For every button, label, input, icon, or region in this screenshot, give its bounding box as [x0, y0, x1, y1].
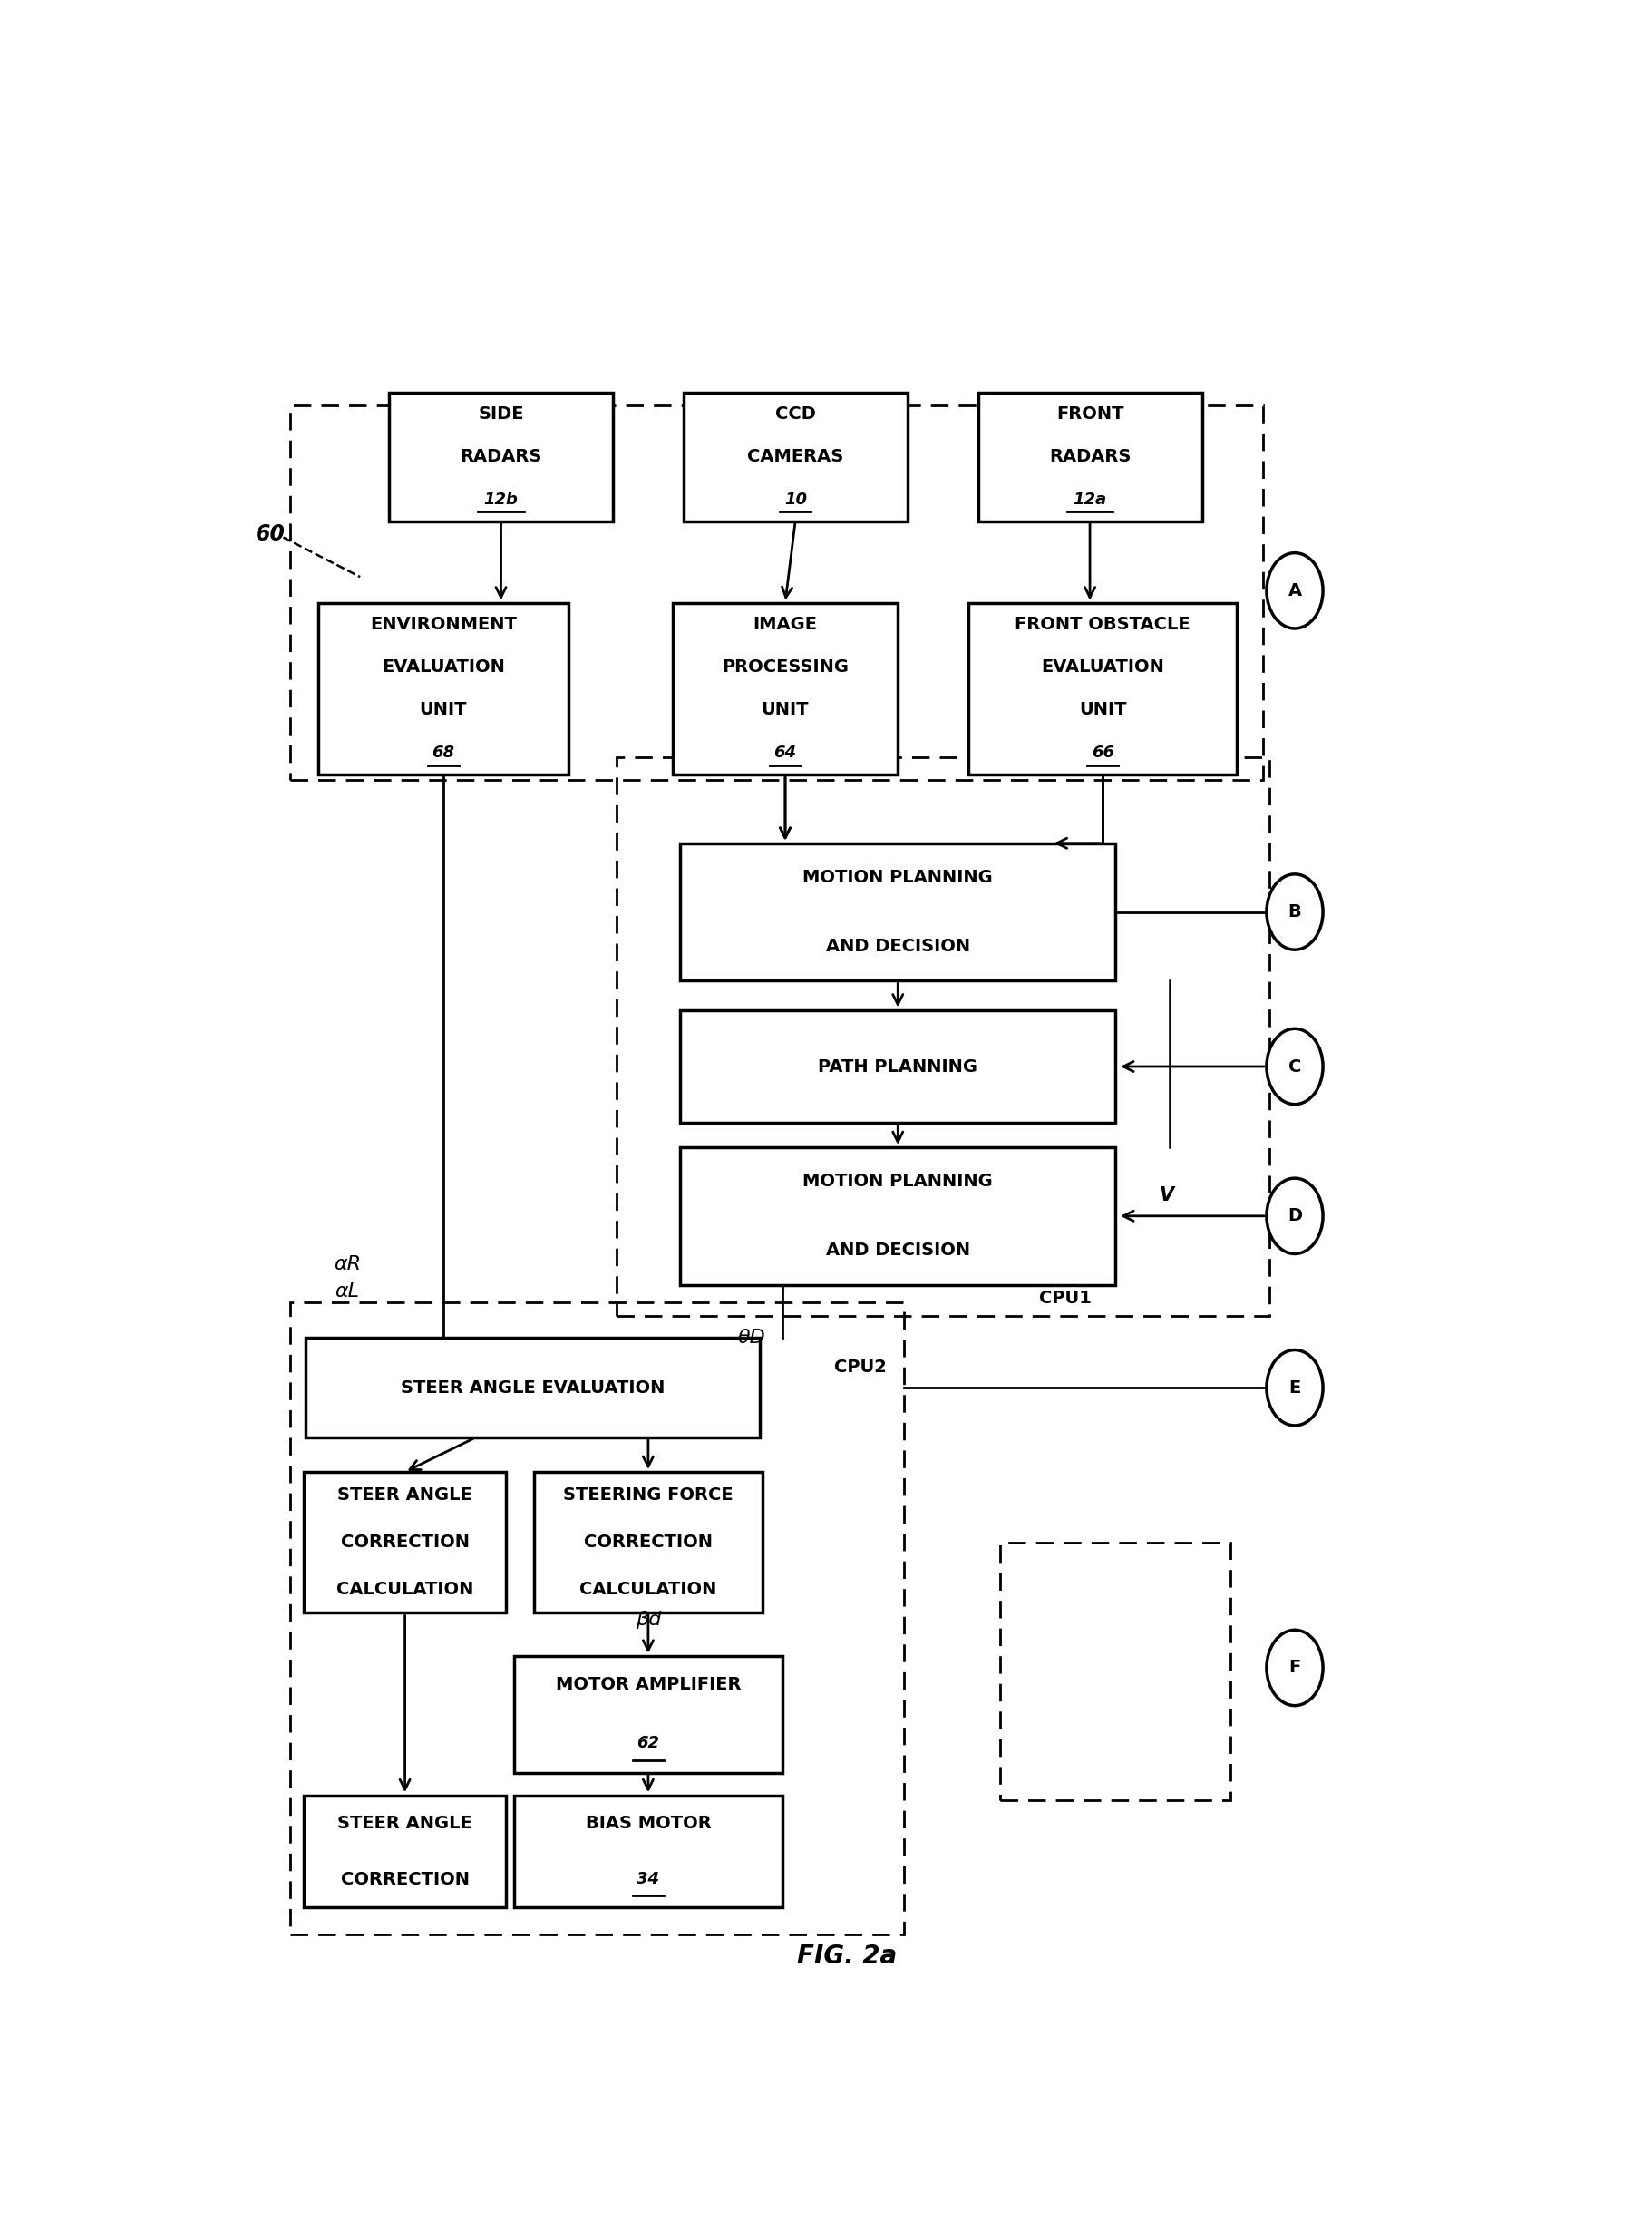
FancyBboxPatch shape: [681, 843, 1115, 982]
Text: UNIT: UNIT: [762, 701, 809, 718]
Text: A: A: [1289, 582, 1302, 600]
Text: MOTION PLANNING: MOTION PLANNING: [803, 1174, 993, 1191]
Circle shape: [1267, 1028, 1323, 1104]
Text: STEERING FORCE: STEERING FORCE: [563, 1486, 733, 1504]
Text: CORRECTION: CORRECTION: [340, 1872, 469, 1887]
Text: IMAGE: IMAGE: [753, 616, 818, 634]
Text: ENVIRONMENT: ENVIRONMENT: [370, 616, 517, 634]
Text: 12a: 12a: [1074, 491, 1107, 509]
Text: MOTOR AMPLIFIER: MOTOR AMPLIFIER: [555, 1675, 740, 1693]
FancyBboxPatch shape: [978, 393, 1203, 522]
FancyBboxPatch shape: [968, 602, 1237, 774]
Text: FIG. 2a: FIG. 2a: [796, 1943, 897, 1970]
FancyBboxPatch shape: [388, 393, 613, 522]
Text: FRONT OBSTACLE: FRONT OBSTACLE: [1014, 616, 1191, 634]
Text: 12b: 12b: [484, 491, 519, 509]
Circle shape: [1267, 1631, 1323, 1704]
Text: EVALUATION: EVALUATION: [382, 658, 506, 676]
Text: C: C: [1289, 1057, 1302, 1075]
Text: 66: 66: [1092, 745, 1113, 761]
Text: STEER ANGLE: STEER ANGLE: [337, 1816, 472, 1832]
FancyBboxPatch shape: [681, 1011, 1115, 1122]
Circle shape: [1267, 875, 1323, 950]
Circle shape: [1267, 1178, 1323, 1254]
Text: αR: αR: [334, 1256, 362, 1274]
Text: αL: αL: [335, 1283, 360, 1301]
Text: CPU1: CPU1: [1039, 1290, 1092, 1307]
Text: 68: 68: [433, 745, 454, 761]
Text: AND DECISION: AND DECISION: [826, 1243, 970, 1258]
Text: 10: 10: [785, 491, 806, 509]
Text: βd: βd: [636, 1611, 661, 1629]
Circle shape: [1267, 1350, 1323, 1426]
Text: PATH PLANNING: PATH PLANNING: [818, 1057, 978, 1075]
Text: CORRECTION: CORRECTION: [340, 1533, 469, 1551]
Text: RADARS: RADARS: [1049, 448, 1132, 466]
Text: θD: θD: [738, 1330, 767, 1348]
Text: AND DECISION: AND DECISION: [826, 937, 970, 955]
Text: V: V: [1160, 1187, 1175, 1205]
Text: CORRECTION: CORRECTION: [583, 1533, 712, 1551]
FancyBboxPatch shape: [304, 1472, 506, 1613]
FancyBboxPatch shape: [514, 1796, 783, 1908]
FancyBboxPatch shape: [304, 1796, 506, 1908]
Text: D: D: [1287, 1207, 1302, 1225]
Text: 60: 60: [256, 522, 286, 544]
Text: CALCULATION: CALCULATION: [580, 1582, 717, 1597]
Text: STEER ANGLE EVALUATION: STEER ANGLE EVALUATION: [401, 1379, 666, 1397]
Text: 34: 34: [638, 1872, 659, 1887]
FancyBboxPatch shape: [319, 602, 568, 774]
Text: RADARS: RADARS: [459, 448, 542, 466]
Text: PROCESSING: PROCESSING: [722, 658, 849, 676]
FancyBboxPatch shape: [306, 1339, 760, 1437]
Text: CAMERAS: CAMERAS: [747, 448, 844, 466]
Text: STEER ANGLE: STEER ANGLE: [337, 1486, 472, 1504]
FancyBboxPatch shape: [534, 1472, 762, 1613]
Text: F: F: [1289, 1660, 1300, 1675]
FancyBboxPatch shape: [681, 1147, 1115, 1285]
Text: 62: 62: [638, 1736, 659, 1751]
Text: B: B: [1289, 904, 1302, 921]
FancyBboxPatch shape: [684, 393, 907, 522]
Text: E: E: [1289, 1379, 1300, 1397]
Text: EVALUATION: EVALUATION: [1041, 658, 1165, 676]
Text: BIAS MOTOR: BIAS MOTOR: [585, 1816, 710, 1832]
Text: FRONT: FRONT: [1056, 406, 1123, 422]
Text: CALCULATION: CALCULATION: [337, 1582, 474, 1597]
Text: SIDE: SIDE: [477, 406, 524, 422]
FancyBboxPatch shape: [514, 1655, 783, 1774]
Text: UNIT: UNIT: [1079, 701, 1127, 718]
Text: MOTION PLANNING: MOTION PLANNING: [803, 868, 993, 886]
Text: CCD: CCD: [775, 406, 816, 422]
Text: CPU2: CPU2: [834, 1359, 887, 1377]
Text: 64: 64: [773, 745, 796, 761]
Text: UNIT: UNIT: [420, 701, 468, 718]
FancyBboxPatch shape: [672, 602, 897, 774]
Circle shape: [1267, 553, 1323, 629]
